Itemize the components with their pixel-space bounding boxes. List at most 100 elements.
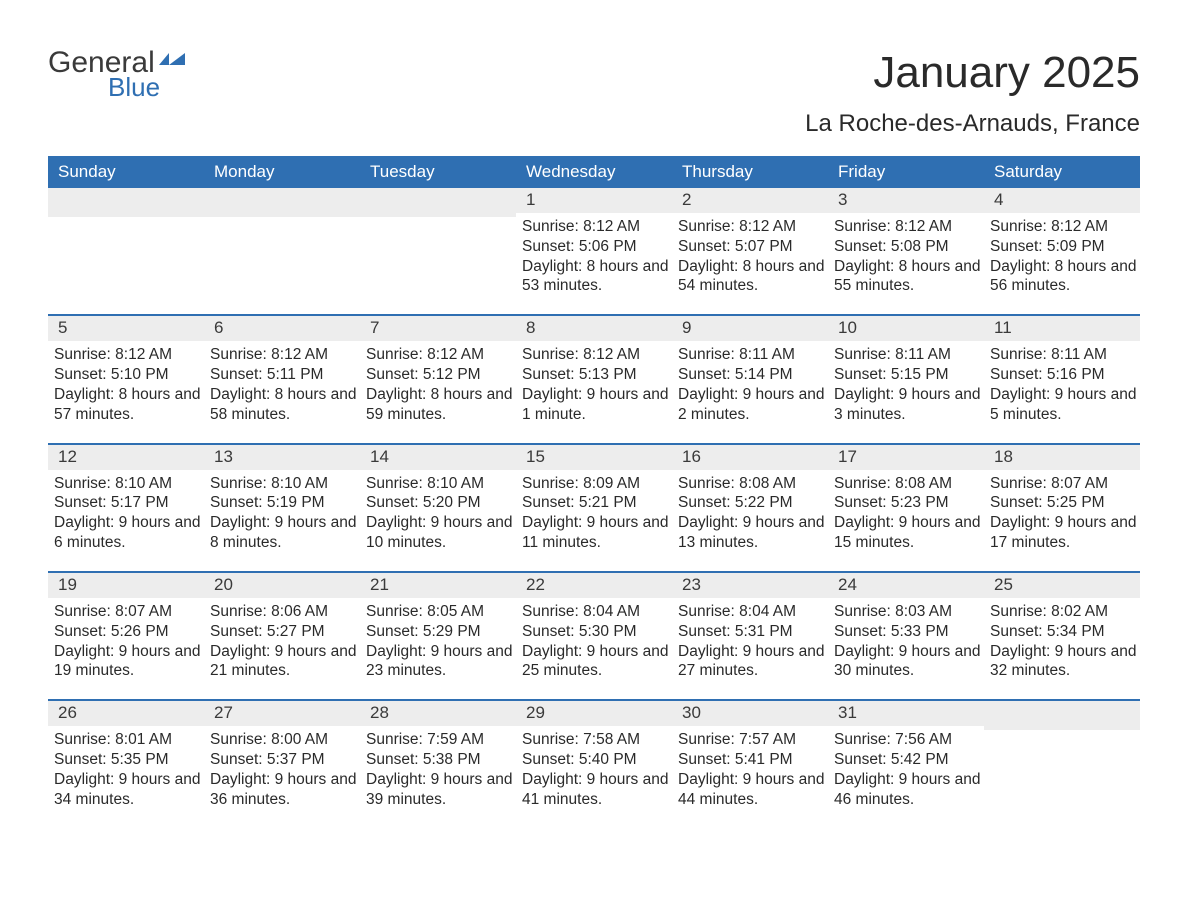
calendar-page: General Blue January 2025 La Roche-des-A… [0,0,1188,918]
calendar-day: 19 Sunrise: 8:07 AMSunset: 5:26 PMDayligh… [48,573,204,699]
day-body: Sunrise: 8:12 AMSunset: 5:08 PMDaylight:… [828,213,984,296]
day-body: Sunrise: 8:03 AMSunset: 5:33 PMDaylight:… [828,598,984,681]
daylight-line: Daylight: 8 hours and 57 minutes. [54,385,204,425]
sunrise-line: Sunrise: 8:10 AM [210,474,360,494]
calendar-day: 20Sunrise: 8:06 AMSunset: 5:27 PMDayligh… [204,573,360,699]
sunrise-line: Sunrise: 8:02 AM [990,602,1140,622]
daylight-line: Daylight: 8 hours and 53 minutes. [522,257,672,297]
day-body: Sunrise: 8:12 AMSunset: 5:06 PMDaylight:… [516,213,672,296]
sunset-line: Sunset: 5:26 PM [54,622,204,642]
sunrise-line: Sunrise: 8:12 AM [834,217,984,237]
day-body: Sunrise: 8:12 AMSunset: 5:09 PMDaylight:… [984,213,1140,296]
sunset-line: Sunset: 5:06 PM [522,237,672,257]
calendar-day: 28Sunrise: 7:59 AMSunset: 5:38 PMDayligh… [360,701,516,827]
day-number: 8 [516,316,672,341]
daylight-line: Daylight: 9 hours and 44 minutes. [678,770,828,810]
sunrise-line: Sunrise: 8:03 AM [834,602,984,622]
calendar-grid: SundayMondayTuesdayWednesdayThursdayFrid… [48,156,1140,828]
sunrise-line: Sunrise: 8:08 AM [678,474,828,494]
daylight-line: Daylight: 8 hours and 59 minutes. [366,385,516,425]
calendar-day [984,701,1140,827]
sunrise-line: Sunrise: 8:12 AM [990,217,1140,237]
sunrise-line: Sunrise: 8:05 AM [366,602,516,622]
weekday-header: Saturday [984,156,1140,188]
sunrise-line: Sunrise: 8:04 AM [522,602,672,622]
calendar-day [360,188,516,314]
calendar-week: 12Sunrise: 8:10 AMSunset: 5:17 PMDayligh… [48,443,1140,571]
calendar-day: 12Sunrise: 8:10 AMSunset: 5:17 PMDayligh… [48,445,204,571]
weekday-header-row: SundayMondayTuesdayWednesdayThursdayFrid… [48,156,1140,188]
day-number: 20 [204,573,360,598]
sunrise-line: Sunrise: 8:01 AM [54,730,204,750]
sunset-line: Sunset: 5:42 PM [834,750,984,770]
sunrise-line: Sunrise: 8:04 AM [678,602,828,622]
weekday-header: Monday [204,156,360,188]
sunrise-line: Sunrise: 8:12 AM [522,217,672,237]
sunset-line: Sunset: 5:22 PM [678,493,828,513]
day-body: Sunrise: 8:12 AMSunset: 5:13 PMDaylight:… [516,341,672,424]
sunrise-line: Sunrise: 8:12 AM [210,345,360,365]
calendar-day: 1Sunrise: 8:12 AMSunset: 5:06 PMDaylight… [516,188,672,314]
day-body: Sunrise: 8:10 AMSunset: 5:17 PMDaylight:… [48,470,204,553]
calendar-day: 10Sunrise: 8:11 AMSunset: 5:15 PMDayligh… [828,316,984,442]
sunset-line: Sunset: 5:23 PM [834,493,984,513]
sunrise-line: Sunrise: 7:56 AM [834,730,984,750]
calendar-day: 24Sunrise: 8:03 AMSunset: 5:33 PMDayligh… [828,573,984,699]
sunset-line: Sunset: 5:27 PM [210,622,360,642]
day-number: 29 [516,701,672,726]
sunset-line: Sunset: 5:10 PM [54,365,204,385]
sunset-line: Sunset: 5:08 PM [834,237,984,257]
day-number: 2 [672,188,828,213]
daylight-line: Daylight: 9 hours and 15 minutes. [834,513,984,553]
calendar-day: 6Sunrise: 8:12 AMSunset: 5:11 PMDaylight… [204,316,360,442]
day-body: Sunrise: 8:08 AMSunset: 5:22 PMDaylight:… [672,470,828,553]
day-number: 19 [48,573,204,598]
weekday-header: Friday [828,156,984,188]
day-body: Sunrise: 7:56 AMSunset: 5:42 PMDaylight:… [828,726,984,809]
calendar-week: 26Sunrise: 8:01 AMSunset: 5:35 PMDayligh… [48,699,1140,827]
day-body: Sunrise: 7:57 AMSunset: 5:41 PMDaylight:… [672,726,828,809]
sunset-line: Sunset: 5:38 PM [366,750,516,770]
day-number [48,188,204,217]
sunset-line: Sunset: 5:09 PM [990,237,1140,257]
daylight-line: Daylight: 9 hours and 25 minutes. [522,642,672,682]
brand-logo: General Blue [48,48,185,100]
weekday-header: Sunday [48,156,204,188]
day-body: Sunrise: 8:12 AMSunset: 5:10 PMDaylight:… [48,341,204,424]
daylight-line: Daylight: 9 hours and 5 minutes. [990,385,1140,425]
sunset-line: Sunset: 5:12 PM [366,365,516,385]
calendar-day: 11Sunrise: 8:11 AMSunset: 5:16 PMDayligh… [984,316,1140,442]
day-body: Sunrise: 8:04 AMSunset: 5:31 PMDaylight:… [672,598,828,681]
calendar-week: 19Sunrise: 8:07 AMSunset: 5:26 PMDayligh… [48,571,1140,699]
daylight-line: Daylight: 9 hours and 2 minutes. [678,385,828,425]
daylight-line: Daylight: 9 hours and 1 minute. [522,385,672,425]
calendar-day: 22Sunrise: 8:04 AMSunset: 5:30 PMDayligh… [516,573,672,699]
sunrise-line: Sunrise: 8:08 AM [834,474,984,494]
sunset-line: Sunset: 5:11 PM [210,365,360,385]
daylight-line: Daylight: 9 hours and 19 minutes. [54,642,204,682]
calendar-day: 16Sunrise: 8:08 AMSunset: 5:22 PMDayligh… [672,445,828,571]
daylight-line: Daylight: 9 hours and 3 minutes. [834,385,984,425]
calendar-week: 5Sunrise: 8:12 AMSunset: 5:10 PMDaylight… [48,314,1140,442]
calendar-day: 4Sunrise: 8:12 AMSunset: 5:09 PMDaylight… [984,188,1140,314]
sunrise-line: Sunrise: 8:00 AM [210,730,360,750]
sunset-line: Sunset: 5:13 PM [522,365,672,385]
calendar-day [204,188,360,314]
sunset-line: Sunset: 5:37 PM [210,750,360,770]
sunset-line: Sunset: 5:31 PM [678,622,828,642]
sunset-line: Sunset: 5:14 PM [678,365,828,385]
sunrise-line: Sunrise: 8:11 AM [834,345,984,365]
daylight-line: Daylight: 9 hours and 11 minutes. [522,513,672,553]
daylight-line: Daylight: 9 hours and 30 minutes. [834,642,984,682]
day-number: 21 [360,573,516,598]
sunset-line: Sunset: 5:29 PM [366,622,516,642]
sunrise-line: Sunrise: 8:10 AM [54,474,204,494]
sunrise-line: Sunrise: 8:09 AM [522,474,672,494]
sunrise-line: Sunrise: 8:07 AM [54,602,204,622]
day-number: 28 [360,701,516,726]
calendar-day: 5Sunrise: 8:12 AMSunset: 5:10 PMDaylight… [48,316,204,442]
calendar-day: 29Sunrise: 7:58 AMSunset: 5:40 PMDayligh… [516,701,672,827]
sunset-line: Sunset: 5:35 PM [54,750,204,770]
calendar-day: 15Sunrise: 8:09 AMSunset: 5:21 PMDayligh… [516,445,672,571]
brand-mark-icon [159,53,185,73]
